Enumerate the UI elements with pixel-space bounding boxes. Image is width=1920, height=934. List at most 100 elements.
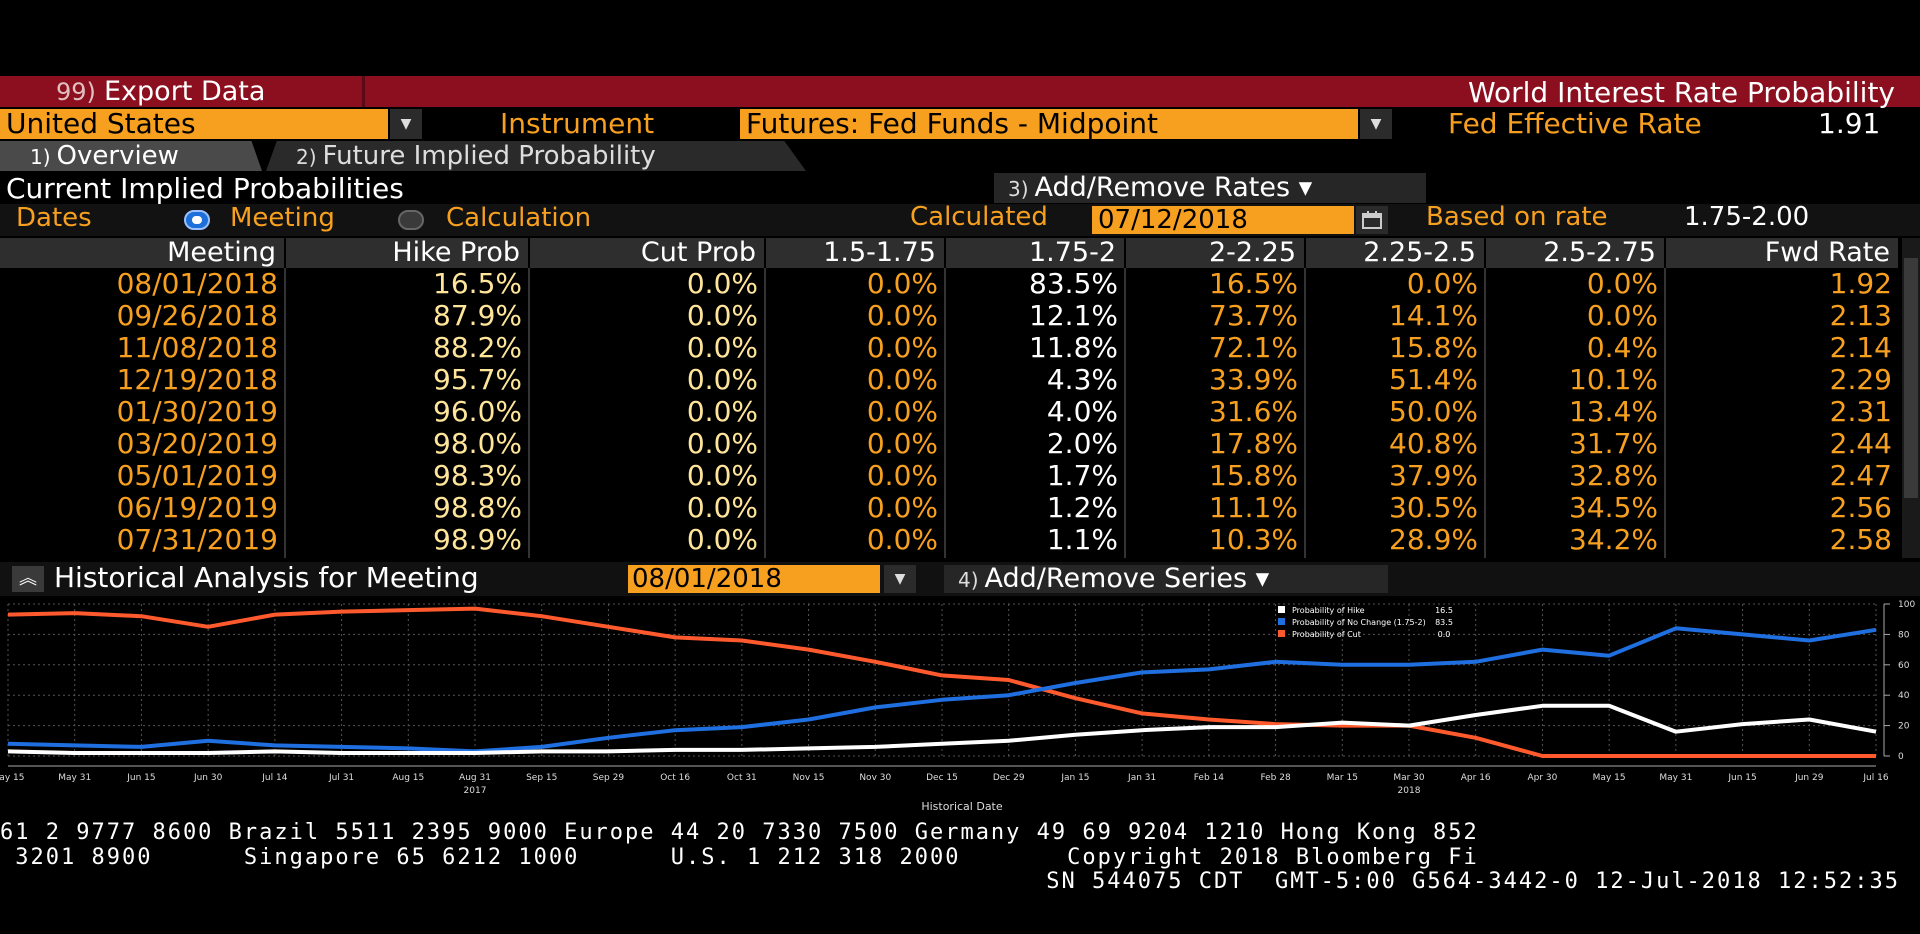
table-cell: 15.8% [1209,459,1298,492]
calculated-date-input[interactable]: 07/12/2018 [1092,206,1354,234]
export-shortcut-number: 99) [56,78,96,106]
table-cell: 31.6% [1209,395,1298,428]
historical-chart: 0 20 40 60 80 100 May 15 May 31 Jun 15 Jun 30 Jul … [0,600,1915,813]
table-cell: 2.29 [1829,363,1892,396]
meeting-date-cell[interactable]: 08/01/2018 [116,267,278,300]
table-cell: 4.3% [1046,363,1118,396]
column-header-rate-2.25-2.5[interactable]: 2.25-2.5 [1306,238,1486,268]
instrument-dropdown-icon[interactable]: ▼ [1360,109,1392,139]
table-cell: 0.0% [866,331,938,364]
y-tick-label: 40 [1898,691,1910,701]
scrollbar-thumb[interactable] [1904,258,1918,498]
y-tick-label: 80 [1898,630,1910,640]
y-tick-label: 20 [1898,722,1910,732]
column-header-rate-1.75-2[interactable]: 1.75-2 [946,238,1126,268]
meeting-date-cell[interactable]: 09/26/2018 [116,299,278,332]
dates-label: Dates [16,203,92,233]
tab-number: 2) [296,145,317,169]
column-header-fwd-rate[interactable]: Fwd Rate [1666,238,1900,268]
options-row [0,204,1920,236]
table-cell: 34.5% [1569,491,1658,524]
calendar-icon[interactable] [1356,206,1388,234]
table-cell: 10.3% [1209,523,1298,556]
table-cell: 1.92 [1829,267,1892,300]
meeting-date-select[interactable]: 08/01/2018 [628,565,880,593]
tab-overview[interactable]: 1) Overview [0,141,262,171]
meeting-date-cell[interactable]: 07/31/2019 [116,523,278,556]
meeting-date-cell[interactable]: 12/19/2018 [116,363,278,396]
x-tick-label: Jul 14 [261,773,287,783]
table-cell: 2.47 [1829,459,1892,492]
table-cell: 0.0% [866,267,938,300]
table-cell: 0.0% [1586,267,1658,300]
legend-label: Probability of Hike [1292,606,1365,615]
x-tick-label: Jun 15 [126,773,155,783]
column-header-cut-prob[interactable]: Cut Prob [530,238,766,268]
meeting-date-cell[interactable]: 11/08/2018 [116,331,278,364]
table-cell: 0.0% [866,491,938,524]
table-cell: 30.5% [1389,491,1478,524]
table-cell: 11.8% [1029,331,1118,364]
country-select[interactable]: United States [0,109,388,139]
meeting-date-cell[interactable]: 01/30/2019 [116,395,278,428]
meeting-date-cell[interactable]: 03/20/2019 [116,427,278,460]
meeting-date-cell[interactable]: 05/01/2019 [116,459,278,492]
table-cell: 88.2% [433,331,522,364]
collapse-icon[interactable]: ︽ [12,566,44,592]
title-bar [0,76,1920,107]
footer-session-info: SN 544075 CDT GMT-5:00 G564-3442-0 12-Ju… [1046,869,1900,894]
add-remove-series-button[interactable]: 4) Add/Remove Series ▾ [944,565,1388,593]
column-divider [944,268,946,558]
tab-label: Overview [56,141,179,171]
column-divider [1484,268,1486,558]
column-header-rate-2-2.25[interactable]: 2-2.25 [1126,238,1306,268]
export-data-button[interactable] [0,76,365,107]
table-cell: 0.0% [686,299,758,332]
x-tick-label: May 15 [1593,773,1626,783]
calculation-radio-label[interactable]: Calculation [446,203,592,233]
column-divider [528,268,530,558]
meeting-radio-label[interactable]: Meeting [230,203,335,233]
series-line-hike [7,703,1877,755]
fed-effective-rate-label: Fed Effective Rate [1448,107,1702,140]
legend-value: 16.5 [1435,606,1453,615]
instrument-select[interactable]: Futures: Fed Funds - Midpoint [740,109,1358,139]
country-dropdown-icon[interactable]: ▼ [390,109,422,139]
table-cell: 1.7% [1046,459,1118,492]
table-cell: 98.3% [433,459,522,492]
meeting-radio[interactable] [184,210,210,230]
x-tick-label: Aug 31 [459,773,491,783]
column-header-hike-prob[interactable]: Hike Prob [286,238,530,268]
calculation-radio[interactable] [398,210,424,230]
column-header-rate-2.5-2.75[interactable]: 2.5-2.75 [1486,238,1666,268]
app-title: World Interest Rate Probability [1467,76,1895,109]
table-cell: 95.7% [433,363,522,396]
series-line-cut [7,606,1876,758]
table-cell: 51.4% [1389,363,1478,396]
table-cell: 13.4% [1569,395,1658,428]
tab-future-implied-probability[interactable]: 2) Future Implied Probability [266,141,806,171]
column-header-meeting[interactable]: Meeting [0,238,286,268]
probability-table: Meeting Hike Prob Cut Prob 1.5-1.75 1.75-2 2-… [0,238,1900,558]
meeting-dropdown-icon[interactable]: ▼ [884,565,916,593]
legend-label: Probability of No Change (1.75-2) [1292,618,1426,627]
column-header-rate-1.5-1.75[interactable]: 1.5-1.75 [766,238,946,268]
table-cell: 11.1% [1209,491,1298,524]
table-cell: 0.0% [686,395,758,428]
table-cell: 12.1% [1029,299,1118,332]
table-cell: 16.5% [433,267,522,300]
x-tick-label: May 31 [1659,773,1692,783]
shortcut-number: 3) [1008,177,1029,201]
add-remove-rates-button[interactable]: 3) Add/Remove Rates ▾ [994,173,1426,203]
table-cell: 98.8% [433,491,522,524]
x-tick-label: Oct 31 [727,773,757,783]
table-cell: 0.0% [1586,299,1658,332]
meeting-date-cell[interactable]: 06/19/2019 [116,491,278,524]
export-data-label[interactable]: Export Data [104,76,266,107]
x-tick-label: Mar 15 [1327,773,1358,783]
table-cell: 14.1% [1389,299,1478,332]
table-cell: 2.0% [1046,427,1118,460]
legend-label: Probability of Cut [1292,630,1361,639]
table-cell: 83.5% [1029,267,1118,300]
x-tick-label: Jun 29 [1794,773,1824,783]
